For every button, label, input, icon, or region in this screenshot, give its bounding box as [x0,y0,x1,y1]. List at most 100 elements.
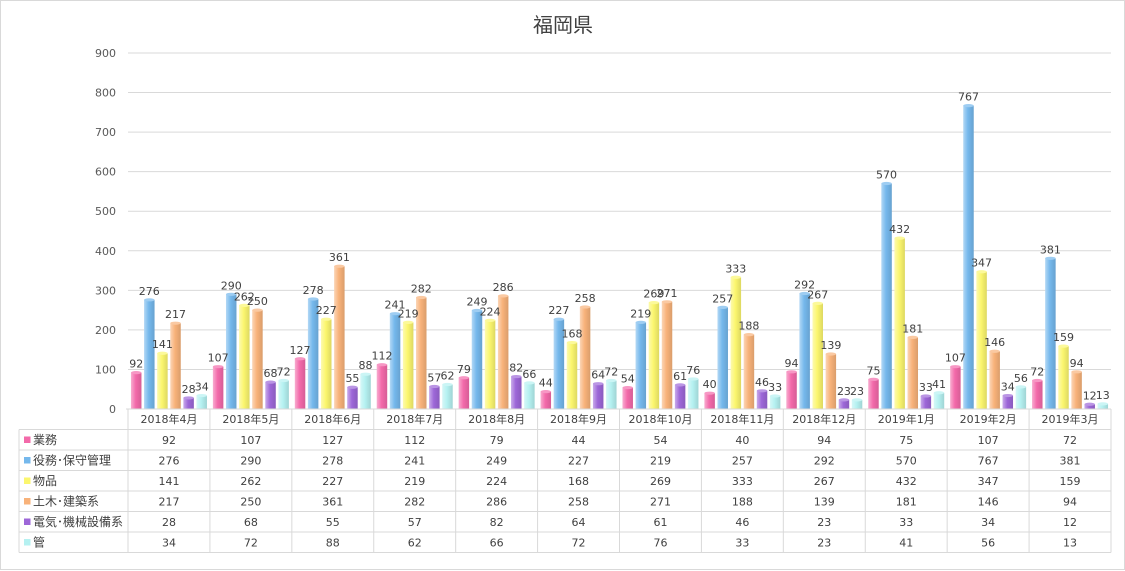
gridlines [128,52,1111,410]
table-cell: 227 [322,475,343,488]
table-cell: 271 [650,496,671,509]
bar [225,294,237,409]
bar-top [756,389,768,393]
bar-top [743,333,755,337]
bar [1015,386,1027,409]
bar [212,366,224,409]
bar-top [622,386,633,390]
bar-top [278,378,289,383]
bar [950,366,961,409]
bar-top [334,264,345,268]
bar-top [389,312,401,316]
bar [402,322,414,409]
legend-key [24,457,31,464]
table-cell: 141 [158,475,179,488]
table-cell: 250 [240,496,261,509]
table-cell: 34 [981,516,995,529]
y-tick-label: 700 [95,126,116,139]
data-label: 57 [427,371,441,384]
bar-top [157,351,168,355]
bar-top [674,383,686,387]
bar [1002,395,1014,409]
table-cell: 249 [486,455,507,468]
data-label: 112 [371,350,392,363]
table-cell: 55 [326,516,340,529]
bar-top [592,382,604,386]
data-label: 249 [466,296,487,309]
data-label: 146 [984,336,1005,349]
table-cell: 64 [572,516,586,529]
table-cell: 224 [486,475,507,488]
bar [540,391,552,409]
bar [622,387,633,409]
bar-top [294,357,306,361]
data-label: 13 [1096,389,1110,402]
bar-top [170,321,181,325]
data-label: 267 [807,288,828,301]
table-cell: 112 [404,434,425,447]
table-cell: 62 [408,537,422,550]
bar [170,323,181,409]
bar-top [429,384,440,389]
data-label: 72 [1030,366,1044,379]
table-cell: 570 [896,455,917,468]
bar-top [376,363,388,367]
bar-top [1032,378,1043,383]
bar-top [812,301,823,305]
table-cell: 269 [650,475,671,488]
bar [579,306,591,409]
bar-top [265,380,276,384]
bar [442,384,453,409]
bar [278,380,289,409]
data-label: 61 [673,370,687,383]
bar [812,303,823,409]
data-label: 276 [139,285,160,298]
x-tick-label: 2018年9月 [550,412,607,426]
bar-top [307,297,319,301]
bar [825,354,837,409]
table-cell: 219 [404,475,425,488]
table-cell: 72 [1063,434,1077,447]
data-label: 241 [385,299,406,312]
data-label: 292 [794,278,815,291]
y-tick-label: 300 [95,284,116,297]
data-table: 2018年4月 2018年5月 2018年6月 2018年7月 2018年8月 2018年… [18,408,1112,553]
bar-top [1015,385,1027,389]
data-label: 34 [1001,381,1015,394]
table-cell: 57 [408,516,422,529]
bar [976,271,987,409]
table-cell: 72 [244,537,258,550]
bar [183,397,194,409]
bar-top [579,305,591,309]
legend-entry: 土木･建築系 [33,494,99,509]
legend-key [24,518,31,525]
table-cell: 227 [568,455,589,468]
bar-top [868,377,879,381]
bar [920,395,932,409]
x-tick-label: 2019年1月 [878,412,935,426]
table-cell: 34 [162,537,176,550]
table-cell: 41 [899,537,913,550]
data-label: 361 [329,251,350,264]
bar-top [838,398,850,402]
bar [307,299,319,409]
bar [157,353,168,409]
bar [334,266,345,409]
table-cell: 333 [732,475,753,488]
data-label: 68 [264,367,278,380]
bar-top [566,340,578,345]
chart-title: 福岡県 [533,13,593,37]
bar-top [416,295,427,300]
table-cell: 258 [568,496,589,509]
bar [144,299,155,409]
table-cell: 75 [899,434,913,447]
bar [769,395,781,409]
table-cell: 61 [653,516,667,529]
bar-top [1002,393,1014,398]
data-labels: 92 107 127 112 79 44 54 40 94 75 107 72 276 290 278 241… [129,91,1110,403]
table-cell: 381 [1060,455,1081,468]
data-label: 181 [902,322,923,335]
data-label: 23 [850,385,864,398]
bar [320,319,332,409]
table-cell: 28 [162,516,176,529]
